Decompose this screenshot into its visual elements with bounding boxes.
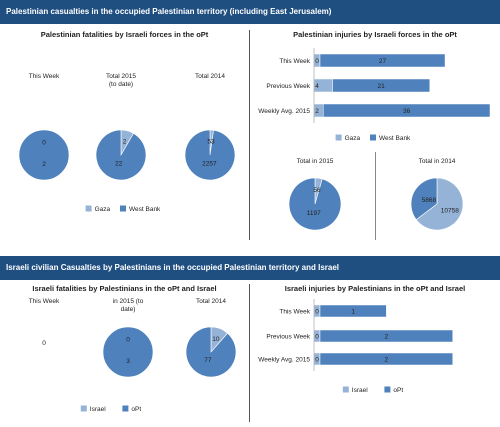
pie-fatal-ps-1-label-b: 22 [115,160,123,167]
legend-fatal-il-label-0: Israel [90,406,106,413]
bars-injury-ps-val-2-0: 2 [315,108,319,115]
pie-fatal-ps-0-label-b: 2 [42,161,46,168]
legend-injury-il-label-0: Israel [352,387,368,394]
title-palestinian-injuries: Palestinian injuries by Israeli forces i… [293,30,457,39]
legend-fatal-ps-label-0: Gaza [95,206,111,213]
legend-fatal-ps-swatch-1 [120,205,126,212]
bars-injury-il-bar-2-1 [319,352,453,366]
pie-fatal-il-1-label-b: 3 [126,358,130,365]
pie-fatal-ps-2-label-b: 2257 [202,161,217,168]
pie-fatal-ps-0-label-a: 0 [42,140,46,147]
pie-fatal-ps-0-title: This Week [29,73,60,80]
bars-injury-ps-val-0-1: 27 [379,58,387,65]
bars-injury-il-val-1-0: 0 [315,334,319,341]
pie-fatal-ps-1-slice-1 [95,129,147,181]
divider-top [249,30,250,240]
legend-fatal-il-swatch-1 [122,405,129,412]
bars-injury-il-cat-1: Previous Week [266,334,310,341]
divider-totals [375,152,376,240]
pie-total-ps-1-label-a: 10758 [441,207,459,214]
bars-injury-ps-val-1-1: 21 [378,83,386,90]
divider-bottom [249,284,250,422]
pie-fatal-ps-1-title: Total 2015 [106,73,136,80]
pie-fatal-ps-2-label-a: 53 [207,138,215,145]
bars-injury-ps-cat-1: Previous Week [266,83,310,90]
pie-fatal-il-1-title: date) [121,306,136,313]
pie-total-ps-0-label-a: 56 [313,187,321,194]
legend-injury-il-swatch-0 [342,386,349,393]
pie-fatal-ps-2-slice-1 [184,129,236,181]
pie-fatal-ps-1-label-a: 2 [123,139,127,146]
legend-fatal-il-label-1: oPt [131,406,141,413]
legend-injury-ps-label-1: West Bank [379,135,411,142]
bars-injury-ps-bar-2-1 [323,103,491,118]
bars-injury-ps-cat-0: This Week [279,58,310,65]
legend-injury-ps-swatch-0 [335,134,342,141]
pie-total-ps-1-title: Total in 2014 [419,158,456,165]
pie-fatal-il-2-label-a: 10 [212,336,220,343]
pie-fatal-ps-1-title: (to date) [109,81,133,88]
pie-fatal-il-2-slice-1 [185,326,237,378]
bars-injury-il-val-2-1: 2 [385,357,389,364]
banner-palestinian-casualties: Palestinian casualties in the occupied P… [0,0,500,24]
pie-total-ps-0-label-b: 1197 [307,210,321,217]
bars-injury-ps-val-1-0: 4 [315,83,319,90]
pie-fatal-il-0-title: This Week [29,298,60,305]
pie-fatal-il-2-title: Total 2014 [196,298,226,305]
bars-injury-il-cat-0: This Week [279,309,310,316]
legend-injury-il-label-1: oPt [393,387,403,394]
pie-fatal-il-1-title: in 2015 (to [113,298,144,305]
legend-fatal-ps-swatch-0 [85,205,92,212]
bars-injury-il-bar-0-1 [319,304,387,318]
pie-total-ps-1-slice-0 [415,177,464,231]
pie-fatal-ps-0-slice-1 [18,129,70,181]
bars-injury-il-val-1-1: 2 [385,334,389,341]
bars-injury-il-val-0-0: 0 [315,309,319,316]
pie-total-ps-1-label-b: 5868 [422,197,437,204]
bars-injury-ps-cat-2: Weekly Avg. 2015 [258,108,310,115]
bars-injury-il-val-2-0: 0 [315,357,319,364]
legend-injury-il-swatch-1 [384,386,391,393]
bars-injury-ps-val-2-1: 36 [403,108,411,115]
pie-fatal-il-2-label-b: 77 [204,357,212,364]
bars-injury-ps-val-0-0: 0 [315,58,319,65]
bars-injury-ps-bar-0-1 [319,53,446,68]
pie-fatal-il-1-slice-1 [102,326,154,378]
banner-israeli-casualties: Israeli civilian Casualties by Palestini… [0,256,500,280]
title-israeli-fatalities: Israeli fatalities by Palestinians in th… [32,284,217,293]
pie-total-ps-0-title: Total in 2015 [297,158,334,165]
title-palestinian-fatalities: Palestinian fatalities by Israeli forces… [40,30,209,39]
bars-injury-ps-bar-1-1 [332,78,431,93]
pie-fatal-il-1-label-a: 0 [126,337,130,344]
legend-injury-ps-label-0: Gaza [345,135,361,142]
pie-fatal-il-0-empty: 0 [42,340,46,347]
pie-fatal-ps-2-title: Total 2014 [195,73,225,80]
pie-total-ps-0-slice-1 [288,177,342,231]
legend-injury-ps-swatch-1 [370,134,376,141]
legend-fatal-ps-label-1: West Bank [129,206,161,213]
legend-fatal-il-swatch-0 [80,405,87,412]
bars-injury-il-cat-2: Weekly Avg. 2015 [258,357,310,364]
bars-injury-il-val-0-1: 1 [351,309,355,316]
pie-total-ps-1-slice-1 [410,177,438,221]
bars-injury-il-bar-1-1 [319,329,453,343]
title-israeli-injuries: Israeli injuries by Palestinians in the … [284,284,466,293]
